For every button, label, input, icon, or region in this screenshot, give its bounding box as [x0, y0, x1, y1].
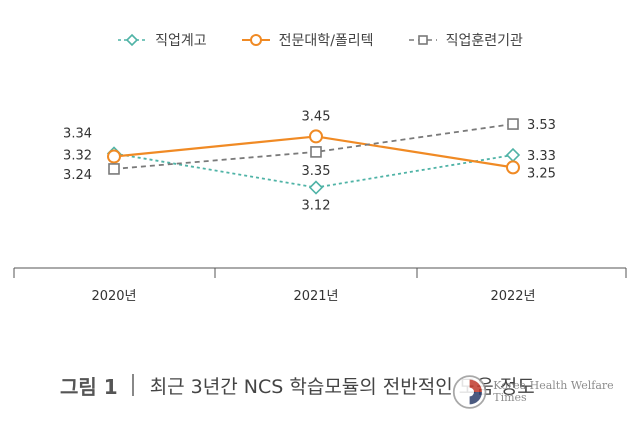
x-tick-label: 2022년 [490, 289, 535, 304]
figure-caption: 그림 1 최근 3년간 NCS 학습모듈의 전반적인 도움 정도 [60, 365, 535, 405]
data-label: 3.34 [63, 126, 92, 141]
legend-label: 직업훈련기관 [445, 33, 523, 49]
watermark-logo: Korea Health Welfare Times [452, 364, 632, 420]
data-point-series-1 [309, 129, 323, 144]
figure-number: 그림 1 [60, 374, 118, 399]
x-tick-label: 2020년 [91, 289, 136, 304]
data-point-series-2 [310, 146, 322, 158]
legend-label: 전문대학/폴리텍 [278, 33, 374, 49]
figure-title: 최근 3년간 NCS 학습모듈의 전반적인 도움 정도 [149, 375, 535, 398]
watermark-seal-icon [452, 375, 487, 409]
data-point-series-1 [107, 149, 121, 164]
legend-marker [126, 33, 139, 47]
legend-item: 직업계고 [117, 30, 207, 50]
data-label: 3.33 [527, 149, 556, 164]
data-label: 3.53 [527, 118, 556, 133]
chart-legend: 직업계고 전문대학/폴리텍 직업훈련기관 [0, 28, 640, 52]
legend-item: 전문대학/폴리텍 [241, 30, 374, 50]
watermark-text: Korea Health Welfare Times [493, 378, 614, 404]
caption-divider [131, 374, 134, 396]
data-point-series-2 [108, 163, 120, 175]
x-tick-label: 2021년 [293, 289, 338, 304]
legend-label: 직업계고 [155, 33, 207, 49]
data-label: 3.35 [302, 164, 331, 179]
data-point-series-1 [506, 160, 520, 175]
data-point-series-0 [505, 147, 521, 163]
data-label: 3.25 [527, 166, 556, 181]
legend-swatch-icon [408, 35, 437, 45]
data-point-series-0 [308, 180, 324, 195]
legend-marker [249, 34, 262, 46]
data-point-series-2 [507, 118, 519, 130]
data-label: 3.32 [63, 149, 92, 164]
data-label: 3.12 [302, 199, 331, 214]
legend-marker [417, 35, 428, 45]
legend-swatch-icon [241, 34, 270, 46]
legend-item: 직업훈련기관 [408, 30, 523, 50]
legend-swatch-icon [118, 33, 147, 47]
data-label: 3.45 [302, 109, 331, 124]
data-label: 3.24 [63, 168, 92, 183]
